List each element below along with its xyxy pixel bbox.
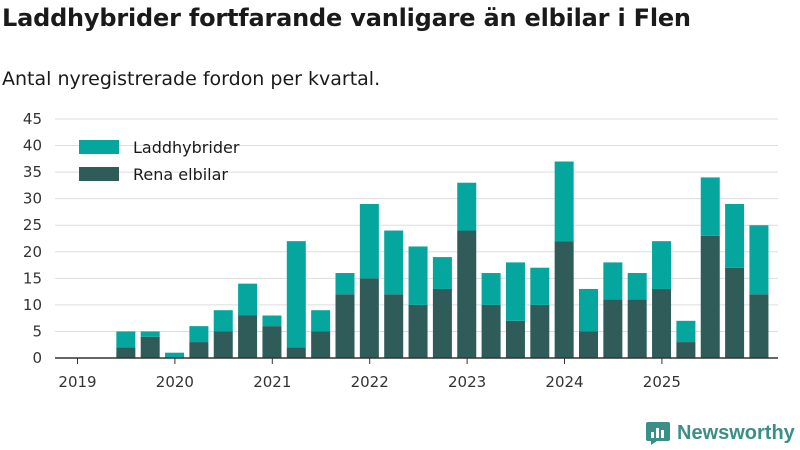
legend-label-ev: Rena elbilar [133, 165, 228, 184]
bar-hybrid-2024-Q4 [652, 241, 672, 289]
bar-ev-2025-Q1 [676, 342, 696, 358]
bar-ev-2020-Q1 [189, 342, 209, 358]
bar-ev-2021-Q2 [311, 331, 331, 358]
bar-hybrid-2020-Q3 [238, 283, 258, 316]
y-tick-label: 20 [23, 243, 42, 261]
x-axis: 2019 2020 2021 2022 2023 2024 2025 [55, 357, 778, 391]
bar-hybrid-2021-Q1 [286, 241, 306, 348]
bar-ev-2023-Q1 [481, 304, 501, 358]
legend-label-hybrid: Laddhybrider [133, 138, 240, 157]
bar-hybrid-2019-Q2 [116, 331, 136, 348]
x-tick-label: 2022 [351, 373, 389, 391]
bar-ev-2020-Q2 [213, 331, 233, 358]
x-tick-label: 2019 [58, 373, 96, 391]
bar-ev-2019-Q3 [140, 336, 160, 358]
bar-ev-2020-Q4 [262, 326, 282, 358]
x-tick-label: 2020 [156, 373, 194, 391]
bar-ev-2025-Q3 [725, 267, 745, 358]
bar-ev-2025-Q4 [749, 294, 769, 358]
bar-hybrid-2023-Q2 [505, 262, 525, 321]
bar-ev-2023-Q2 [505, 320, 525, 358]
bar-hybrid-2022-Q4 [457, 182, 477, 231]
bar-hybrid-2023-Q3 [530, 267, 550, 305]
bar-hybrid-2025-Q4 [749, 225, 769, 295]
bar-hybrid-2020-Q2 [213, 310, 233, 332]
legend-swatch-ev [79, 167, 119, 181]
y-tick-label: 15 [23, 269, 42, 287]
bar-ev-2021-Q4 [359, 278, 379, 358]
bar-hybrid-2025-Q2 [700, 177, 720, 236]
bars [116, 161, 769, 358]
bar-ev-2021-Q3 [335, 294, 355, 358]
y-tick-label: 30 [23, 190, 42, 208]
bar-ev-2023-Q4 [554, 241, 574, 358]
bar-ev-2022-Q3 [432, 288, 452, 358]
x-tick-label: 2024 [545, 373, 583, 391]
x-tick-label: 2023 [448, 373, 486, 391]
bar-ev-2023-Q3 [530, 304, 550, 358]
y-tick-label: 5 [32, 322, 42, 340]
bar-ev-2022-Q2 [408, 304, 428, 358]
bar-hybrid-2021-Q2 [311, 310, 331, 332]
legend: Laddhybrider Rena elbilar [79, 138, 240, 184]
bar-hybrid-2019-Q4 [165, 352, 185, 358]
y-tick-label: 10 [23, 296, 42, 314]
y-tick-label: 45 [23, 110, 42, 128]
bar-ev-2024-Q4 [652, 288, 672, 358]
newsworthy-logo: Newsworthy [645, 420, 795, 446]
y-tick-label: 25 [23, 216, 42, 234]
bar-hybrid-2023-Q4 [554, 161, 574, 242]
bar-hybrid-2022-Q1 [384, 230, 404, 295]
x-tick-label: 2025 [643, 373, 681, 391]
newsworthy-logo-icon [646, 422, 670, 445]
bar-hybrid-2024-Q1 [579, 288, 598, 332]
bar-hybrid-2025-Q1 [676, 320, 696, 343]
bar-hybrid-2019-Q3 [140, 331, 160, 337]
brand-name: Newsworthy [677, 421, 795, 444]
bar-ev-2022-Q4 [457, 230, 477, 358]
legend-swatch-hybrid [79, 140, 119, 154]
bar-ev-2019-Q2 [116, 347, 136, 358]
chart-title: Laddhybrider fortfarande vanligare än el… [2, 4, 691, 32]
bar-hybrid-2022-Q2 [408, 246, 428, 305]
bar-ev-2025-Q2 [700, 235, 720, 358]
y-tick-label: 0 [32, 349, 42, 367]
bar-ev-2021-Q1 [286, 347, 306, 358]
bar-ev-2024-Q1 [579, 331, 598, 358]
bar-hybrid-2023-Q1 [481, 273, 501, 305]
bar-hybrid-2021-Q3 [335, 273, 355, 295]
bar-hybrid-2025-Q3 [725, 203, 745, 268]
y-tick-label: 35 [23, 163, 42, 181]
bar-ev-2020-Q3 [238, 315, 258, 358]
bar-ev-2024-Q2 [603, 299, 623, 358]
bar-ev-2022-Q1 [384, 294, 404, 358]
bar-hybrid-2024-Q3 [627, 273, 647, 300]
bar-hybrid-2022-Q3 [432, 257, 452, 289]
y-tick-label: 40 [23, 137, 42, 155]
bar-ev-2024-Q3 [627, 299, 647, 358]
x-tick-label: 2021 [253, 373, 291, 391]
chart-subtitle: Antal nyregistrerade fordon per kvartal. [2, 68, 381, 90]
bar-hybrid-2021-Q4 [359, 203, 379, 279]
bar-hybrid-2020-Q4 [262, 315, 282, 327]
y-axis: 0 5 10 15 20 25 30 35 40 45 [23, 110, 42, 367]
bar-hybrid-2024-Q2 [603, 262, 623, 300]
bar-hybrid-2020-Q1 [189, 326, 209, 343]
